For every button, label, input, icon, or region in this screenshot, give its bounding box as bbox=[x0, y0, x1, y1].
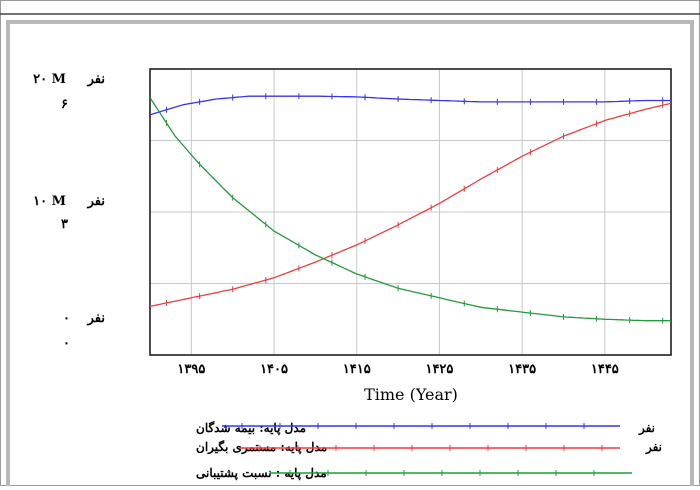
inner-frame bbox=[6, 20, 694, 490]
legend-unit-series-1: نفر bbox=[638, 421, 655, 436]
y-tick-label: ۲۰ M bbox=[33, 72, 66, 87]
x-tick-label: ۱۳۹۵ bbox=[177, 362, 205, 377]
plot-area bbox=[149, 68, 672, 356]
series-layer bbox=[150, 93, 671, 324]
x-tick-label: ۱۴۲۵ bbox=[425, 362, 453, 377]
y-tick-label: ۳ bbox=[61, 217, 68, 232]
y-tick-label: ۰ bbox=[63, 311, 70, 326]
y-tick-label: ۶ bbox=[61, 97, 68, 112]
x-tick-label: ۱۴۴۵ bbox=[591, 362, 619, 377]
x-axis: ۱۳۹۵ ۱۴۰۵ ۱۴۱۵ ۱۴۲۵ ۱۴۳۵ ۱۴۴۵ bbox=[177, 362, 618, 377]
y-tick-label: ۰ bbox=[63, 336, 70, 351]
series-line-1 bbox=[150, 95, 671, 116]
legend-label-series-1: مدل پایه: بیمه شدگان bbox=[196, 420, 306, 435]
legend-label-series-3: مدل پایه : نسبت پشتیبانی bbox=[196, 466, 327, 480]
x-tick-label: ۱۴۰۵ bbox=[260, 362, 288, 377]
legend-unit-series-2: نفر bbox=[645, 440, 662, 455]
y-tick-label: ۱۰ M bbox=[33, 194, 66, 209]
series-line-3 bbox=[150, 97, 671, 322]
x-tick-label: ۱۴۱۵ bbox=[343, 362, 371, 377]
grid bbox=[150, 69, 671, 355]
x-tick-label: ۱۴۳۵ bbox=[508, 362, 536, 377]
legend-lines bbox=[222, 423, 632, 476]
legend: مدل پایه: بیمه شدگان نفر مدل پایه: مستمر… bbox=[196, 420, 662, 480]
x-axis-title: Time (Year) bbox=[364, 385, 458, 404]
y-tick-unit: نفر bbox=[87, 194, 105, 209]
series-line-2 bbox=[150, 102, 671, 308]
y-axis-left: نفر ۲۰ M ۶ نفر ۱۰ M ۳ نفر ۰ ۰ bbox=[33, 72, 105, 351]
y-tick-unit: نفر bbox=[87, 72, 105, 87]
y-tick-unit: نفر bbox=[87, 311, 105, 326]
legend-label-series-2: مدل پایه: مستمری بگیران bbox=[196, 439, 327, 455]
